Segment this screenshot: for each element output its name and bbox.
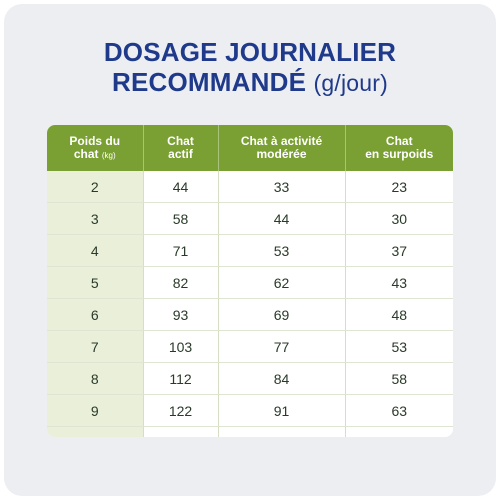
table-row: 2 44 33 23 — [47, 171, 453, 203]
table-row: 10 130 98 68 — [47, 426, 453, 438]
table-row: 5 82 62 43 — [47, 266, 453, 299]
cell-moderate: 84 — [218, 362, 346, 395]
table-header-row: Poids du chat (kg) Chat actif Chat à act… — [47, 125, 453, 171]
header-weight-unit: (kg) — [101, 150, 116, 160]
cell-weight: 7 — [47, 330, 144, 363]
table-row: 7 103 77 53 — [47, 330, 453, 363]
dosage-table: Poids du chat (kg) Chat actif Chat à act… — [47, 125, 453, 437]
cell-active: 103 — [143, 330, 219, 363]
header-weight: Poids du chat (kg) — [47, 125, 144, 171]
cell-overweight: 63 — [345, 394, 453, 427]
dosage-table-container: Poids du chat (kg) Chat actif Chat à act… — [47, 125, 453, 437]
cell-active: 130 — [143, 426, 219, 437]
cell-moderate: 98 — [218, 426, 346, 437]
cell-overweight: 30 — [345, 202, 453, 235]
header-moderate-line-2: modérée — [256, 147, 307, 161]
cell-weight: 9 — [47, 394, 144, 427]
table-row: 8 112 84 58 — [47, 362, 453, 395]
page-title: DOSAGE JOURNALIER RECOMMANDÉ (g/jour) — [0, 37, 500, 98]
cell-active: 82 — [143, 266, 219, 299]
header-weight-line-2: chat — [73, 146, 99, 161]
cell-overweight: 53 — [345, 330, 453, 363]
cell-weight: 5 — [47, 266, 144, 299]
header-moderate: Chat à activité modérée — [218, 125, 346, 171]
cell-weight: 3 — [47, 202, 144, 235]
cell-weight: 2 — [47, 171, 144, 203]
cell-overweight: 48 — [345, 298, 453, 331]
table-row: 9 122 91 63 — [47, 394, 453, 427]
header-overweight: Chat en surpoids — [345, 125, 453, 171]
cell-moderate: 62 — [218, 266, 346, 299]
header-moderate-line-1: Chat à activité — [240, 134, 323, 148]
cell-moderate: 91 — [218, 394, 346, 427]
title-unit: (g/jour) — [313, 70, 388, 96]
cell-overweight: 68 — [345, 427, 453, 438]
cell-active: 58 — [143, 202, 219, 235]
cell-weight: 10 — [47, 426, 144, 437]
header-active-line-2: actif — [168, 147, 193, 161]
cell-active: 122 — [143, 394, 219, 427]
cell-weight: 6 — [47, 298, 144, 331]
header-overweight-line-2: en surpoids — [365, 147, 434, 161]
header-weight-line-1: Poids du — [69, 133, 121, 148]
cell-active: 112 — [143, 362, 219, 395]
table-row: 4 71 53 37 — [47, 234, 453, 267]
title-line-2-main: RECOMMANDÉ — [112, 67, 307, 97]
cell-overweight: 58 — [345, 362, 453, 395]
title-line-1: DOSAGE JOURNALIER — [103, 37, 397, 67]
cell-moderate: 44 — [218, 202, 346, 235]
header-active-line-1: Chat — [167, 134, 194, 148]
header-active: Chat actif — [143, 125, 219, 171]
cell-active: 44 — [143, 171, 219, 203]
cell-weight: 4 — [47, 234, 144, 267]
cell-overweight: 23 — [345, 171, 453, 203]
table-row: 3 58 44 30 — [47, 202, 453, 235]
table-row: 6 93 69 48 — [47, 298, 453, 331]
cell-active: 93 — [143, 298, 219, 331]
cell-moderate: 53 — [218, 234, 346, 267]
title-line-2: RECOMMANDÉ (g/jour) — [0, 67, 500, 98]
cell-moderate: 77 — [218, 330, 346, 363]
cell-weight: 8 — [47, 362, 144, 395]
header-overweight-line-1: Chat — [385, 134, 413, 148]
cell-moderate: 33 — [218, 171, 346, 203]
cell-moderate: 69 — [218, 298, 346, 331]
cell-active: 71 — [143, 234, 219, 267]
cell-overweight: 37 — [345, 234, 453, 267]
cell-overweight: 43 — [345, 266, 453, 299]
